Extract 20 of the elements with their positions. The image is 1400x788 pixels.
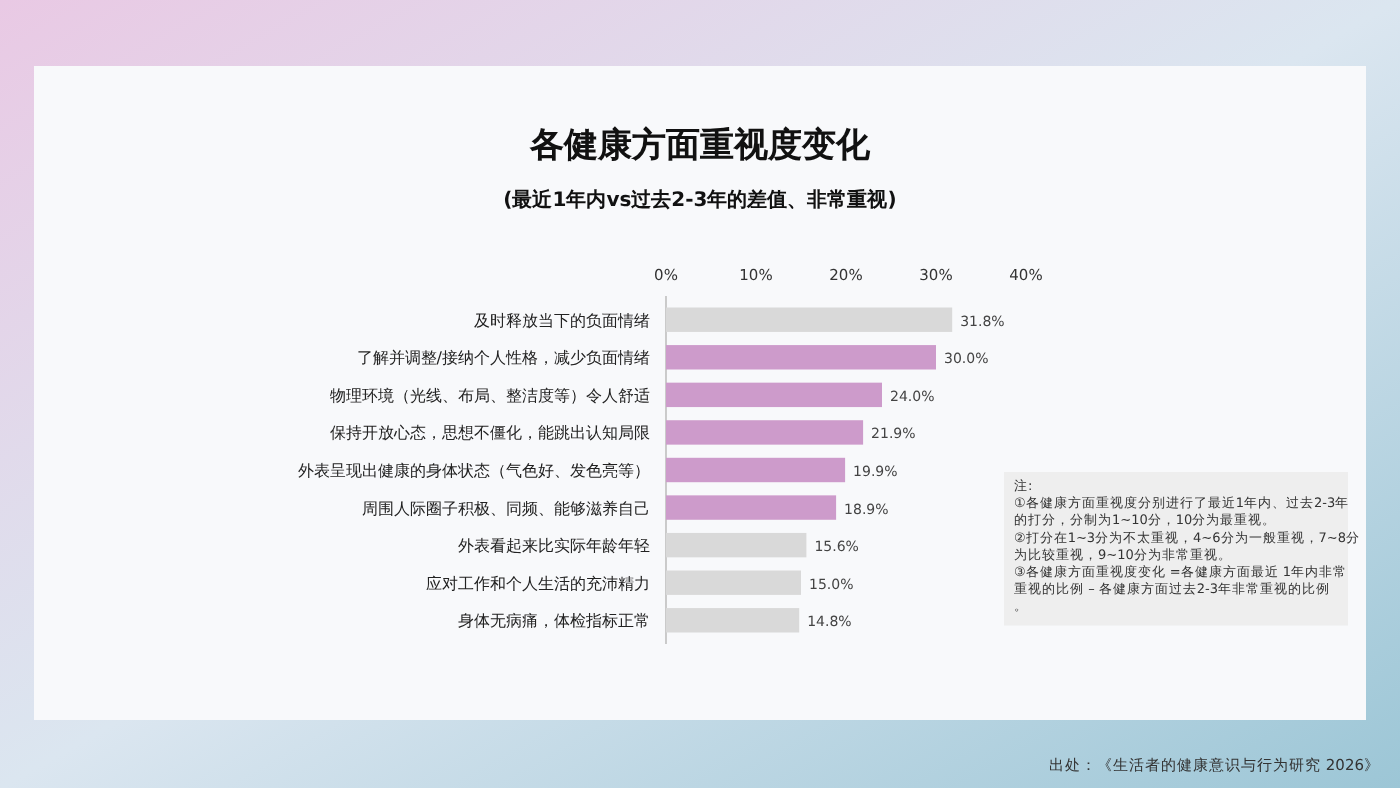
y-tick-label: 外表呈现出健康的身体状态（气色好、发色亮等） xyxy=(298,462,650,480)
y-tick-label: 外表看起来比实际年龄年轻 xyxy=(458,537,650,556)
y-tick-label: 周围人际圈子积极、同频、能够滋养自己 xyxy=(362,499,650,518)
bar xyxy=(666,307,953,332)
y-tick-label: 保持开放心态，思想不僵化，能跳出认知局限 xyxy=(330,424,650,443)
bar xyxy=(666,608,800,633)
bar xyxy=(666,570,801,595)
y-tick-label: 身体无病痛，体检指标正常 xyxy=(458,612,650,631)
bar xyxy=(666,345,936,370)
chart-subtitle: (最近1年内vs过去2-3年的差值、非常重视) xyxy=(503,188,897,212)
y-tick-label: 物理环境（光线、布局、整洁度等）令人舒适 xyxy=(330,386,650,405)
chart-title: 各健康方面重视度变化 xyxy=(528,126,872,166)
bar xyxy=(666,495,837,520)
y-tick-label: 了解并调整/接纳个人性格，减少负面情绪 xyxy=(356,349,650,368)
y-tick-label: 及时释放当下的负面情绪 xyxy=(474,311,650,330)
bar xyxy=(666,382,882,408)
y-tick-label: 应对工作和个人生活的充沛精力 xyxy=(426,574,650,593)
bar xyxy=(666,532,807,558)
bar xyxy=(666,420,864,445)
bar xyxy=(666,457,846,483)
